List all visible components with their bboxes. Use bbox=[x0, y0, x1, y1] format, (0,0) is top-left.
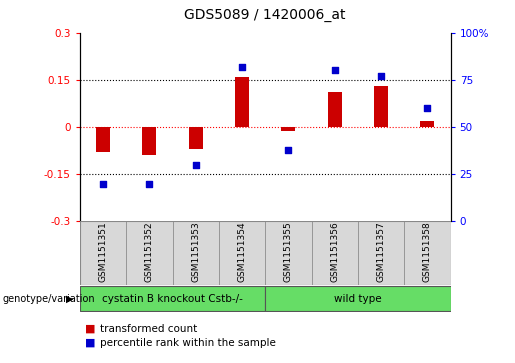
Bar bbox=[235, 77, 249, 127]
Text: GSM1151352: GSM1151352 bbox=[145, 221, 154, 282]
Bar bbox=[173, 221, 219, 285]
Bar bbox=[404, 221, 451, 285]
Text: GSM1151354: GSM1151354 bbox=[237, 221, 247, 282]
Text: cystatin B knockout Cstb-/-: cystatin B knockout Cstb-/- bbox=[102, 294, 243, 303]
Point bbox=[192, 162, 200, 168]
Bar bbox=[265, 221, 312, 285]
Point bbox=[423, 105, 432, 111]
Text: wild type: wild type bbox=[334, 294, 382, 303]
Bar bbox=[80, 221, 126, 285]
Bar bbox=[312, 221, 358, 285]
Text: ■: ■ bbox=[85, 323, 95, 334]
Point bbox=[99, 181, 107, 187]
Bar bbox=[265, 286, 451, 311]
Bar bbox=[420, 121, 434, 127]
Text: GSM1151351: GSM1151351 bbox=[98, 221, 108, 282]
Text: GSM1151357: GSM1151357 bbox=[376, 221, 386, 282]
Text: GSM1151353: GSM1151353 bbox=[191, 221, 200, 282]
Text: percentile rank within the sample: percentile rank within the sample bbox=[100, 338, 277, 348]
Bar bbox=[126, 221, 173, 285]
Text: transformed count: transformed count bbox=[100, 323, 198, 334]
Text: GSM1151355: GSM1151355 bbox=[284, 221, 293, 282]
Point bbox=[145, 181, 153, 187]
Bar bbox=[142, 127, 157, 155]
Text: GSM1151358: GSM1151358 bbox=[423, 221, 432, 282]
Text: ■: ■ bbox=[85, 338, 95, 348]
Text: genotype/variation: genotype/variation bbox=[3, 294, 95, 303]
Bar bbox=[188, 127, 203, 149]
Bar bbox=[358, 221, 404, 285]
Text: GSM1151356: GSM1151356 bbox=[330, 221, 339, 282]
Bar bbox=[374, 86, 388, 127]
Point bbox=[377, 73, 385, 79]
Point bbox=[238, 64, 246, 70]
Bar bbox=[96, 127, 110, 152]
Text: GDS5089 / 1420006_at: GDS5089 / 1420006_at bbox=[184, 8, 346, 22]
Bar bbox=[281, 127, 296, 131]
Point bbox=[284, 147, 293, 152]
Bar bbox=[219, 221, 265, 285]
Point bbox=[331, 68, 339, 73]
Bar bbox=[328, 93, 342, 127]
Bar bbox=[80, 286, 265, 311]
Text: ▶: ▶ bbox=[66, 294, 73, 303]
